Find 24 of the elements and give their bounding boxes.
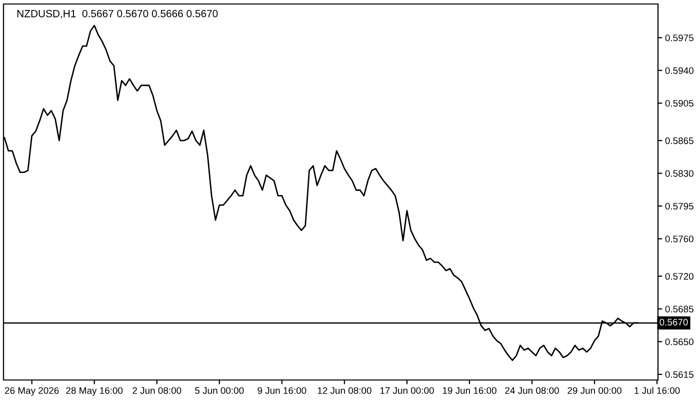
y-tick-label: 0.5795 (665, 202, 694, 210)
y-tick-label: 0.5650 (665, 338, 694, 346)
x-tick-label: 19 Jun 16:00 (442, 387, 496, 394)
x-tick-label: 26 May 2026 (5, 387, 59, 396)
x-tick-label: 9 Jun 16:00 (258, 387, 306, 394)
y-tick-label: 0.5685 (665, 306, 694, 312)
x-tick-label: 2 Jun 08:00 (132, 387, 182, 394)
x-tick-label: 5 Jun 00:00 (195, 387, 244, 394)
y-tick-label: 0.5975 (665, 34, 694, 42)
x-tick-label: 1 Jul 16:00 (634, 386, 680, 394)
y-tick-label: 0.5720 (665, 273, 694, 280)
x-tick-label: 24 Jun 08:00 (505, 387, 559, 394)
x-tick-label: 29 Jun 00:00 (568, 387, 622, 394)
x-tick-label: 28 May 16:00 (66, 387, 123, 396)
y-tick-label: 0.5760 (665, 236, 694, 242)
x-tick-label: 17 Jun 00:00 (380, 387, 434, 394)
chart-title: NZDUSD,H1 0.5667 0.5670 0.5666 0.5670 (17, 10, 218, 19)
y-tick-label: 0.5940 (665, 67, 694, 74)
y-tick-label: 0.5865 (665, 137, 694, 144)
ref-line-label: 0.5670 (660, 318, 688, 326)
y-tick-label: 0.5830 (665, 170, 694, 177)
y-tick-label: 0.5905 (665, 100, 694, 107)
x-tick-label: 12 Jun 08:00 (318, 387, 372, 394)
y-tick-label: 0.5615 (665, 371, 694, 378)
